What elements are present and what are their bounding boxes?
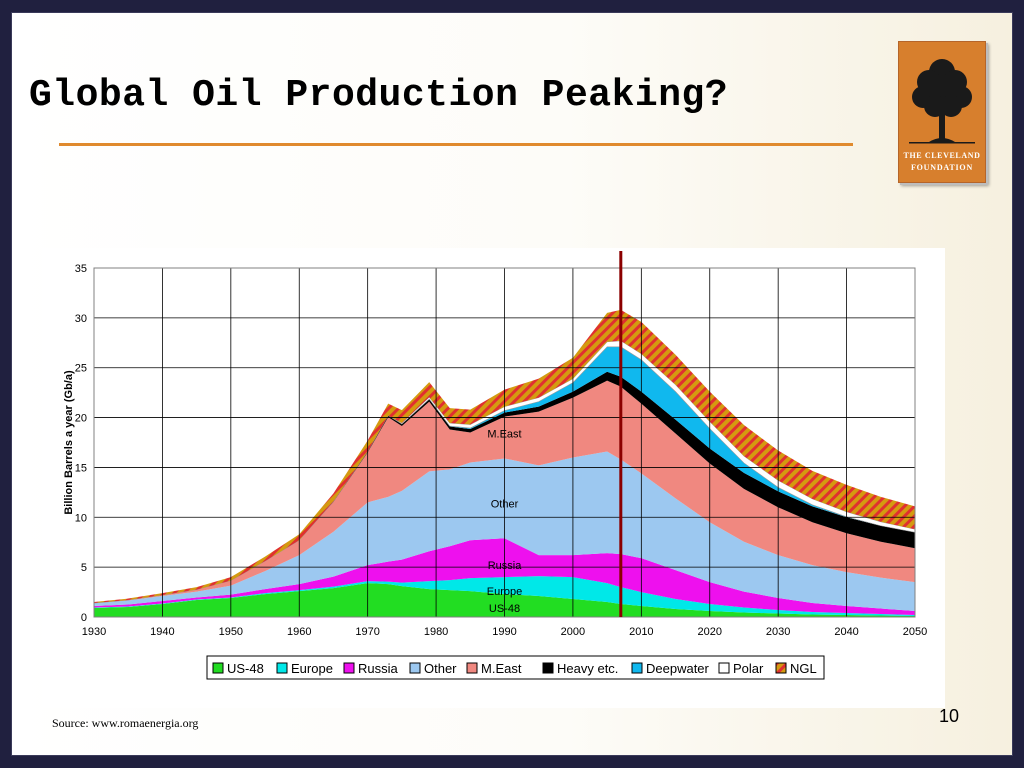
x-tick-label: 1990 bbox=[492, 626, 516, 638]
y-tick-label: 10 bbox=[75, 512, 87, 524]
y-tick-label: 15 bbox=[75, 462, 87, 474]
legend-swatch-other bbox=[409, 662, 421, 674]
x-tick-label: 1970 bbox=[355, 626, 379, 638]
logo-text-line2: FOUNDATION bbox=[911, 163, 973, 172]
legend-swatch-polar bbox=[718, 662, 730, 674]
legend-label-russia: Russia bbox=[358, 661, 399, 676]
legend-swatch-ngl bbox=[775, 662, 787, 674]
legend-label-polar: Polar bbox=[733, 661, 764, 676]
area-heavy-etc bbox=[94, 371, 915, 604]
legend-swatch-russia bbox=[343, 662, 355, 674]
slide: Global Oil Production Peaking? THE bbox=[11, 12, 1013, 756]
region-label-us-48: US-48 bbox=[489, 603, 520, 615]
x-tick-label: 2010 bbox=[629, 626, 653, 638]
x-tick-label: 1980 bbox=[424, 626, 448, 638]
logo-text-line1: THE CLEVELAND bbox=[904, 151, 981, 160]
x-tick-label: 1940 bbox=[150, 626, 174, 638]
x-tick-label: 1930 bbox=[82, 626, 106, 638]
chart-legend bbox=[206, 655, 825, 680]
legend-label-deepwater: Deepwater bbox=[646, 661, 710, 676]
legend-label-us-48: US-48 bbox=[227, 661, 264, 676]
x-tick-label: 2030 bbox=[766, 626, 790, 638]
legend-label-m-east: M.East bbox=[481, 661, 522, 676]
legend-swatch-deepwater bbox=[631, 662, 643, 674]
area-ngl bbox=[94, 309, 915, 604]
legend-swatch-m-east bbox=[466, 662, 478, 674]
source-citation: Source: www.romaenergia.org bbox=[52, 716, 199, 730]
legend-swatch-europe bbox=[276, 662, 288, 674]
x-tick-label: 2020 bbox=[698, 626, 722, 638]
x-tick-label: 2000 bbox=[561, 626, 585, 638]
legend-label-other: Other bbox=[424, 661, 457, 676]
legend-swatch-us-48 bbox=[212, 662, 224, 674]
area-deepwater bbox=[94, 346, 915, 604]
region-label-europe: Europe bbox=[487, 586, 522, 598]
cleveland-foundation-logo: THE CLEVELAND FOUNDATION bbox=[898, 41, 986, 183]
x-tick-label: 1950 bbox=[219, 626, 243, 638]
legend-label-europe: Europe bbox=[291, 661, 333, 676]
y-tick-label: 25 bbox=[75, 363, 87, 375]
y-tick-label: 0 bbox=[81, 612, 87, 624]
slide-title: Global Oil Production Peaking? bbox=[29, 74, 729, 117]
title-divider bbox=[59, 143, 853, 146]
legend-label-ngl: NGL bbox=[790, 661, 817, 676]
legend-swatch-heavy-etc bbox=[542, 662, 554, 674]
x-tick-label: 2050 bbox=[903, 626, 927, 638]
region-label-other: Other bbox=[491, 498, 519, 510]
chart-panel: 0 5 10 15 20 25 30 35 1930 1940 1950 1960 1970 1980 19… bbox=[42, 248, 945, 708]
region-label-m-east: M.East bbox=[487, 429, 521, 441]
y-tick-label: 20 bbox=[75, 413, 87, 425]
region-label-russia: Russia bbox=[488, 560, 523, 572]
oil-production-chart: 0 5 10 15 20 25 30 35 1930 1940 1950 1960 1970 1980 19… bbox=[63, 251, 927, 680]
tree-icon: THE CLEVELAND FOUNDATION bbox=[904, 59, 981, 172]
x-tick-label: 1960 bbox=[287, 626, 311, 638]
y-tick-label: 30 bbox=[75, 313, 87, 325]
y-axis-label: Billion Barrels a year (Gb/a) bbox=[63, 370, 75, 515]
y-tick-label: 5 bbox=[81, 562, 87, 574]
y-tick-label: 35 bbox=[75, 263, 87, 275]
plot-frame bbox=[93, 267, 916, 618]
page-number: 10 bbox=[939, 706, 960, 726]
legend-label-heavy-etc: Heavy etc. bbox=[557, 661, 618, 676]
x-tick-label: 2040 bbox=[834, 626, 858, 638]
